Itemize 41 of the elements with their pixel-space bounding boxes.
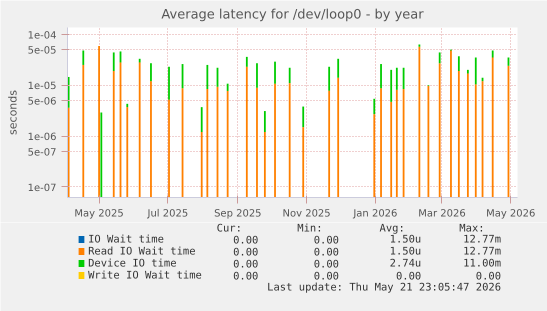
text: Avg:: [380, 222, 405, 234]
y-tick-label: 1e-04: [28, 30, 57, 42]
x-tick-label: Jul 2025: [146, 208, 188, 220]
text: 0.00: [233, 246, 258, 258]
text: 12.77m: [463, 234, 502, 246]
text: Min:: [297, 222, 323, 234]
legend-label: Device IO time: [88, 258, 177, 270]
text: 0.00: [314, 246, 339, 258]
text: 0.00: [314, 270, 339, 282]
text: 0.00: [396, 270, 422, 282]
x-tick-label: May 2025: [74, 208, 124, 220]
y-tick-label: 5e-06: [28, 96, 57, 108]
x-tick-label: Jan 2026: [352, 208, 398, 220]
text: 0.00: [233, 234, 258, 246]
text: Cur:: [216, 222, 242, 234]
text: Last update: Thu May 21 23:05:47 2026: [267, 282, 502, 294]
text: 11.00m: [463, 258, 502, 270]
y-axis-title: seconds: [6, 90, 20, 135]
x-tick-label: May 2026: [486, 208, 536, 220]
y-tick-label: 1e-05: [28, 81, 57, 92]
legend-label: IO Wait time: [88, 234, 164, 246]
text: 0.00: [476, 270, 502, 282]
x-tick-label: Nov 2025: [282, 208, 331, 220]
text: 0.00: [233, 258, 258, 270]
y-tick-label: 1e-06: [28, 132, 57, 144]
text: 1.50u: [390, 246, 422, 258]
text: 2.74u: [390, 258, 422, 270]
text: 0.00: [314, 234, 339, 246]
text: 0.00: [314, 258, 339, 270]
legend-label: Read IO Wait time: [88, 246, 196, 258]
legend-label: Write IO Wait time: [88, 270, 202, 282]
y-tick-label: 5e-07: [28, 147, 57, 158]
y-tick-label: 5e-05: [28, 46, 57, 57]
y-tick-label: 1e-07: [28, 182, 57, 194]
x-tick-label: Sep 2025: [214, 208, 262, 220]
x-tick-label: Mar 2026: [418, 208, 466, 220]
chart-title: Average latency for /dev/loop0 - by year: [161, 8, 424, 22]
text: 12.77m: [463, 246, 502, 258]
text: 0.00: [233, 270, 258, 282]
text: Max:: [459, 222, 485, 234]
text: 1.50u: [390, 234, 422, 246]
